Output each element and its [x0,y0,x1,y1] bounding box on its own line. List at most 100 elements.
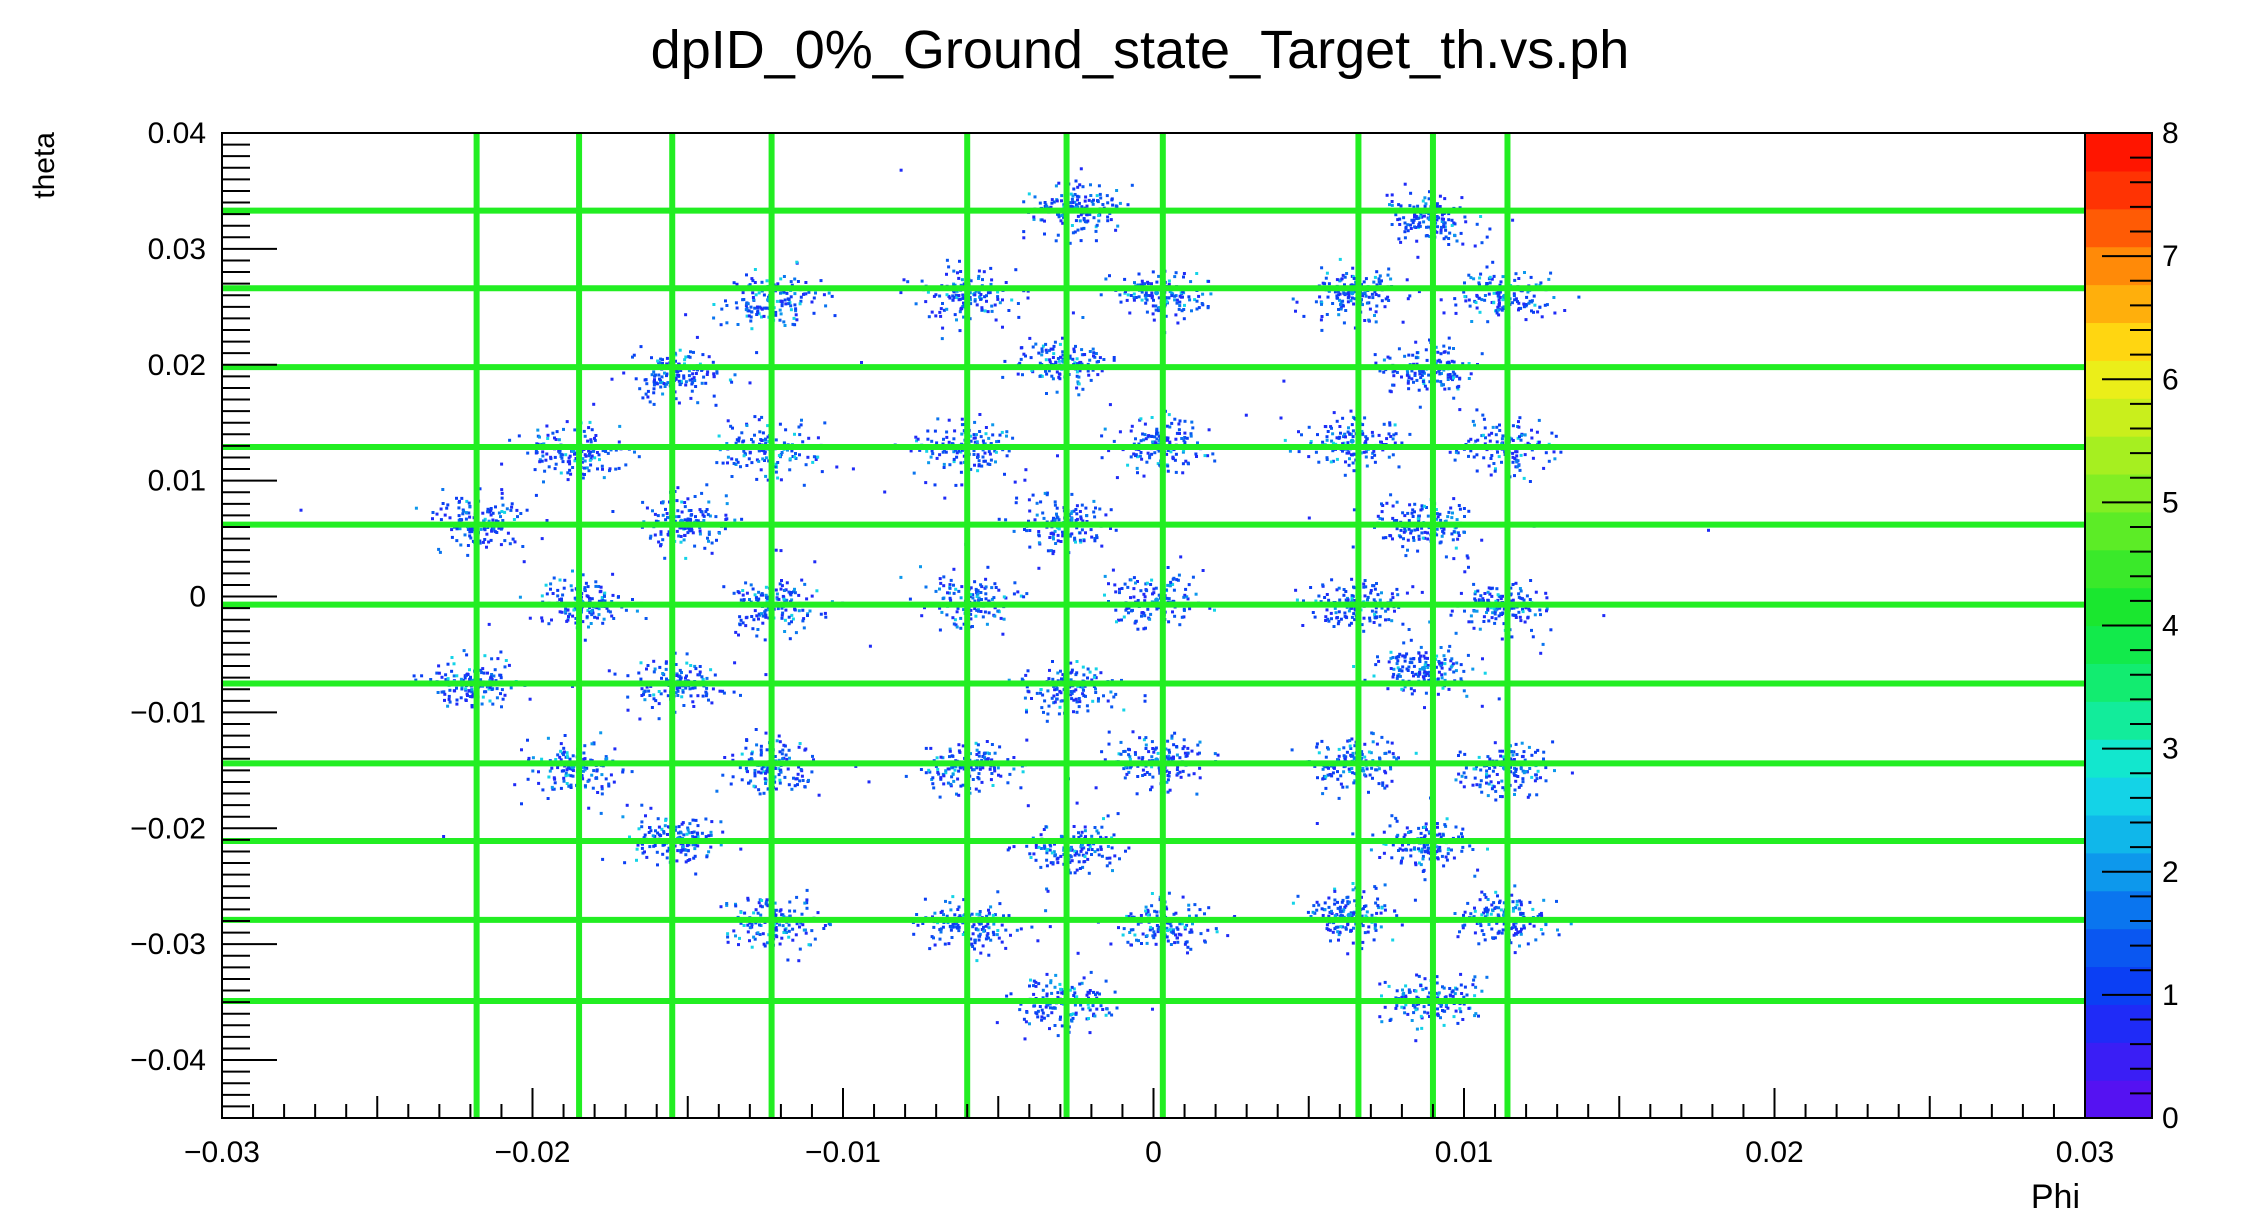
scatter-point [1174,271,1178,275]
scatter-point [1054,184,1058,188]
scatter-point [778,308,782,312]
scatter-point [1051,677,1055,681]
scatter-point [726,455,730,459]
scatter-point [962,315,966,319]
scatter-point [661,672,665,675]
scatter-point [1343,473,1347,477]
scatter-point [1143,614,1147,618]
scatter-point [1091,202,1095,206]
scatter-point [665,512,669,515]
scatter-point [1406,297,1410,301]
scatter-point [953,768,957,772]
scatter-point [701,353,705,357]
scatter-point [1075,374,1079,378]
scatter-point [574,617,578,620]
scatter-point [927,768,931,772]
scatter-point [739,618,743,622]
scatter-point [540,619,544,623]
scatter-point [1107,449,1111,453]
scatter-point [740,752,744,756]
scatter-point [750,277,754,281]
scatter-point [1474,590,1478,594]
scatter-point [1526,616,1530,620]
scatter-point [984,585,988,589]
scatter-point [812,455,816,459]
scatter-point [1173,458,1177,462]
scatter-point [1041,511,1045,515]
scatter-point [567,456,571,460]
scatter-point [1416,549,1420,553]
scatter-point [546,433,550,437]
scatter-point [1532,294,1536,298]
scatter-point [1415,239,1419,243]
scatter-point [1061,677,1065,681]
scatter-point [470,695,474,699]
scatter-point [1087,198,1091,202]
scatter-point [1333,290,1337,294]
scatter-point [1486,320,1490,324]
scatter-point [1380,299,1384,303]
scatter-point [589,457,593,461]
scatter-point [1142,612,1146,615]
scatter-point [535,451,539,454]
scatter-point [1134,437,1137,441]
scatter-point [650,356,653,360]
scatter-point [961,448,964,452]
scatter-point [1092,499,1096,503]
scatter-point [1377,277,1381,281]
scatter-point [1040,347,1044,351]
scatter-point [1420,531,1424,535]
scatter-point [938,577,942,581]
scatter-point [1050,531,1054,535]
scatter-point [1100,544,1104,548]
scatter-point [1436,677,1440,681]
scatter-point [1177,573,1181,577]
scatter-point [661,538,665,542]
scatter-point [779,453,783,456]
scatter-point [1094,667,1098,671]
scatter-point [942,782,946,786]
scatter-point [783,630,787,633]
scatter-point [429,678,433,681]
scatter-point [1059,691,1063,695]
scatter-point [1473,592,1477,596]
scatter-point [612,617,616,620]
scatter-point [1123,291,1127,295]
scatter-point [1309,586,1313,589]
scatter-point [590,742,594,746]
scatter-point [1343,283,1346,287]
scatter-point [571,614,575,618]
scatter-point [951,294,955,298]
scatter-point [1146,280,1150,284]
scatter-point [934,293,938,297]
scatter-point [526,451,530,455]
scatter-point [450,535,454,539]
scatter-point [725,321,729,325]
scatter-point [1022,595,1026,599]
scatter-point [1387,267,1391,271]
scatter-point [1142,592,1146,596]
scatter-point [983,309,987,313]
scatter-point [926,290,930,294]
scatter-point [1474,439,1478,443]
scatter-point [1488,227,1492,231]
scatter-point [918,448,922,452]
scatter-point [977,464,981,468]
scatter-point [1054,239,1058,243]
scatter-point [689,509,693,512]
scatter-point [785,598,789,602]
scatter-point [785,291,789,295]
scatter-point [1497,455,1501,459]
scatter-point [957,793,961,797]
scatter-point [1487,292,1491,296]
scatter-point [730,380,734,384]
scatter-point [645,506,649,510]
scatter-point [701,694,705,698]
scatter-point [588,458,592,462]
scatter-point [1410,511,1414,515]
scatter-point [787,590,791,594]
scatter-point [804,281,808,284]
scatter-point [790,598,794,602]
scatter-point [1075,370,1079,374]
scatter-point [1152,591,1156,595]
